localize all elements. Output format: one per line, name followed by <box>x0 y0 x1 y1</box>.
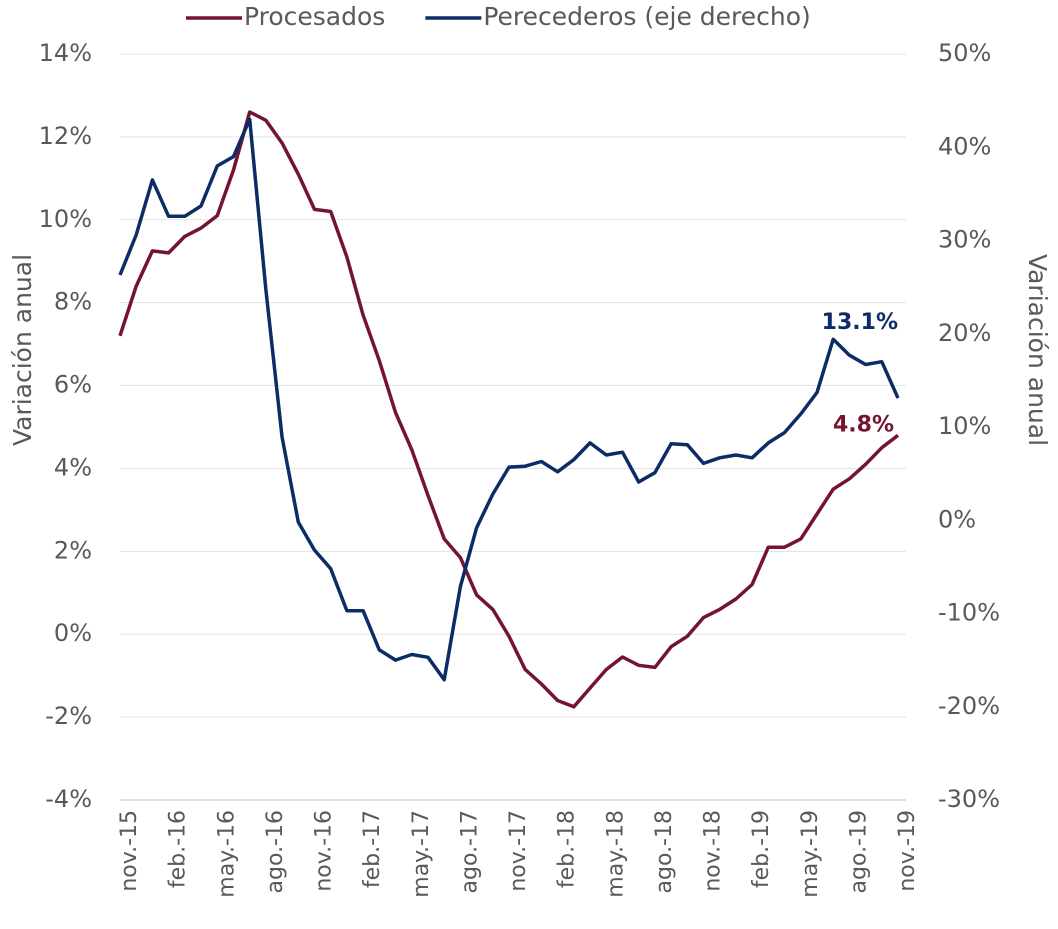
y-tick-label: 2% <box>54 536 92 564</box>
y2-tick-label: -10% <box>938 599 1000 627</box>
y-tick-label: 12% <box>39 122 92 150</box>
y2-tick-label: 0% <box>938 505 976 533</box>
y2-tick-label: 10% <box>938 412 991 440</box>
x-tick-label: may.-16 <box>214 810 239 898</box>
y-tick-label: 6% <box>54 371 92 399</box>
x-tick-label: may.-18 <box>603 810 628 898</box>
y-tick-label: -2% <box>45 702 92 730</box>
data-label: 4.8% <box>833 412 894 437</box>
y-tick-label: 14% <box>39 39 92 67</box>
x-tick-label: feb.-18 <box>555 810 580 888</box>
y2-tick-label: 40% <box>938 132 991 160</box>
y2-tick-label: -20% <box>938 692 1000 720</box>
y2-tick-label: 50% <box>938 39 991 67</box>
y2-tick-label: 30% <box>938 226 991 254</box>
x-tick-label: feb.-16 <box>166 810 191 888</box>
x-tick-label: nov.-18 <box>701 810 726 892</box>
x-tick-label: may.-19 <box>798 810 823 898</box>
x-tick-label: ago.-17 <box>457 810 482 893</box>
x-tick-label: feb.-19 <box>749 810 774 888</box>
x-tick-label: may.-17 <box>409 810 434 898</box>
x-tick-label: ago.-19 <box>846 810 871 893</box>
x-tick-label: feb.-17 <box>360 810 385 888</box>
y-tick-label: 10% <box>39 205 92 233</box>
y-tick-label: 0% <box>54 619 92 647</box>
legend-label: Procesados <box>244 2 385 31</box>
x-tick-label: nov.-17 <box>506 810 531 892</box>
y2-tick-label: 20% <box>938 319 991 347</box>
y2-tick-label: -30% <box>938 785 1000 813</box>
series-line <box>118 110 900 709</box>
legend-label: Perecederos (eje derecho) <box>483 2 810 31</box>
y-tick-label: 8% <box>54 288 92 316</box>
series-line <box>118 117 900 682</box>
x-tick-label: nov.-15 <box>117 810 142 892</box>
x-tick-label: ago.-18 <box>652 810 677 893</box>
x-tick-label: nov.-16 <box>312 810 337 892</box>
y-tick-label: 4% <box>54 453 92 481</box>
y-axis-label: Variación anual <box>8 254 37 446</box>
x-tick-label: ago.-16 <box>263 810 288 893</box>
y2-axis-label: Variación anual <box>1023 254 1052 446</box>
data-label: 13.1% <box>822 310 898 335</box>
y-tick-label: -4% <box>45 785 92 813</box>
x-tick-label: nov.-19 <box>895 810 920 892</box>
